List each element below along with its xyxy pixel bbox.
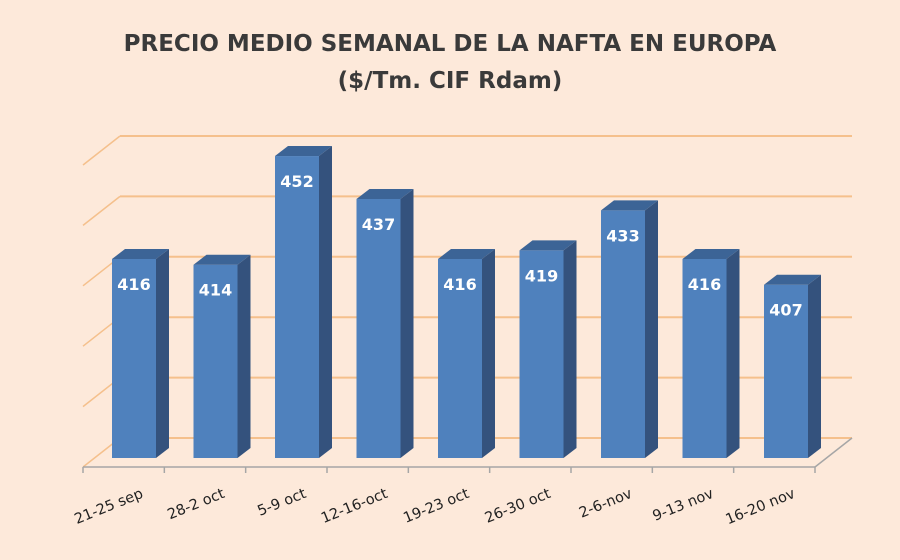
x-tick-label: 19-23 oct: [401, 486, 472, 527]
bar: [601, 210, 645, 458]
bar-top: [764, 274, 821, 285]
x-tick-label: 5-9 oct: [255, 486, 308, 520]
chart-floor: [82, 437, 853, 473]
x-axis-labels: 21-25 sep 28-2 oct 5-9 oct 12-16-oct 19-23 o…: [72, 486, 798, 528]
bar-top: [193, 254, 251, 265]
bar: [519, 250, 564, 458]
bar: [682, 259, 727, 458]
bar-side: [563, 240, 577, 458]
x-tick-label: 12-16-oct: [319, 486, 390, 527]
bar-top: [112, 249, 169, 259]
bar-top: [356, 188, 414, 199]
bar-side: [400, 188, 414, 458]
bar-top: [601, 200, 658, 211]
data-label: 416: [688, 275, 721, 294]
bars: 416 414 452 437 416 419 433 416 407: [112, 146, 821, 459]
bar: [438, 259, 482, 458]
bar: [112, 259, 156, 458]
bar-top: [682, 249, 740, 259]
bar-side: [237, 254, 251, 458]
data-label: 407: [769, 301, 802, 320]
data-label: 414: [199, 281, 232, 300]
gridline-side: [82, 195, 121, 226]
data-label: 437: [362, 215, 395, 234]
data-label: 416: [117, 275, 150, 294]
data-label: 419: [525, 266, 558, 285]
x-tick-label: 21-25 sep: [72, 486, 145, 528]
x-tick-label: 26-30 oct: [483, 486, 554, 527]
bar: [193, 264, 238, 458]
floor-edge: [814, 437, 853, 468]
x-tick-label: 9-13 nov: [651, 486, 717, 525]
bar-side: [156, 249, 169, 458]
bar: [275, 156, 319, 459]
chart-subtitle: ($/Tm. CIF Rdam): [338, 68, 563, 94]
bar-side: [319, 146, 332, 459]
bar-side: [645, 200, 658, 458]
bar-side: [808, 274, 821, 458]
x-tick-label: 16-20 nov: [723, 486, 797, 528]
data-label: 416: [443, 275, 476, 294]
bar: [764, 284, 808, 458]
bar-top: [519, 240, 577, 251]
data-label: 433: [606, 226, 639, 245]
x-tick-label: 2-6-nov: [577, 486, 635, 522]
bar-side: [726, 249, 740, 458]
bar-side: [482, 249, 495, 458]
bar: [356, 198, 401, 458]
bar-top: [275, 146, 332, 157]
data-label: 452: [280, 172, 313, 191]
x-tick-label: 28-2 oct: [165, 486, 227, 523]
gridline-side: [82, 135, 121, 166]
bar-top: [438, 249, 495, 259]
chart-title: PRECIO MEDIO SEMANAL DE LA NAFTA EN EURO…: [124, 31, 777, 57]
